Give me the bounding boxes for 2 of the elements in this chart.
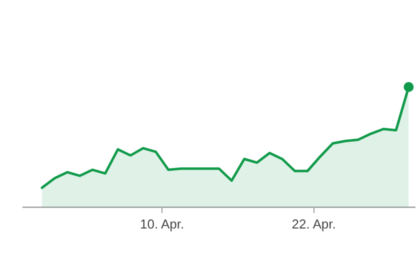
x-tick-label: 10. Apr. [140, 216, 184, 232]
x-tick-label: 22. Apr. [292, 216, 336, 232]
